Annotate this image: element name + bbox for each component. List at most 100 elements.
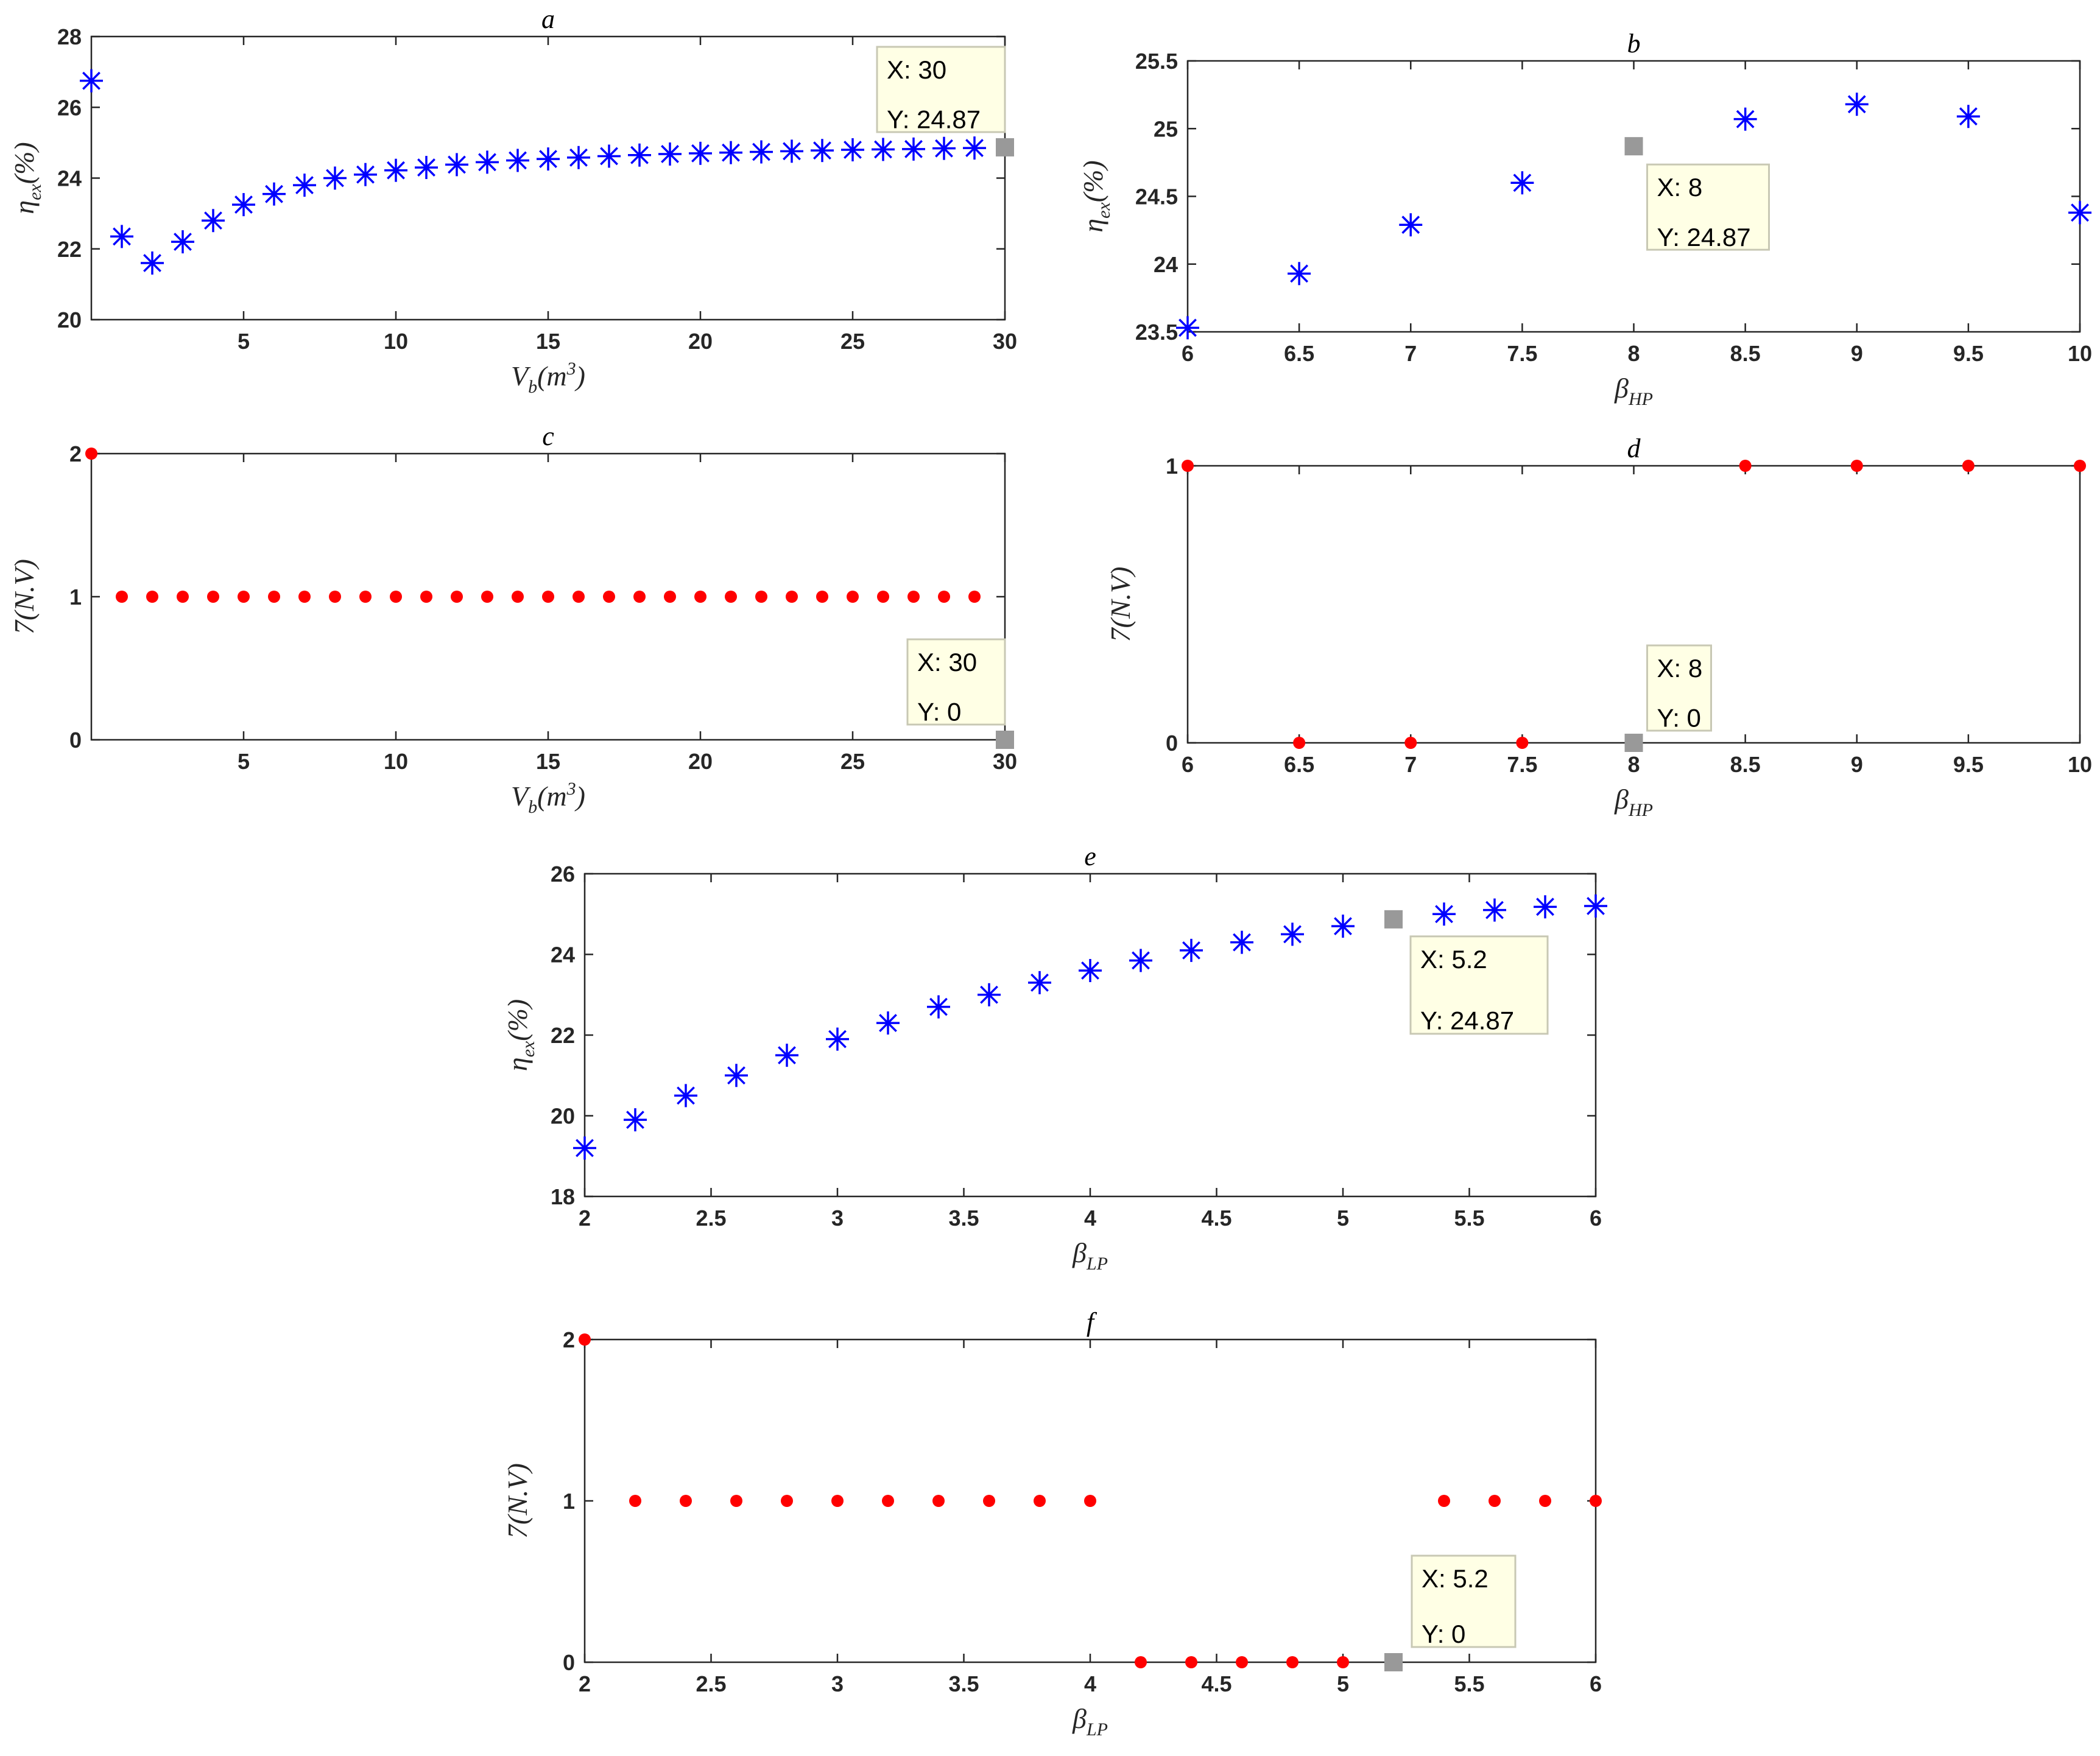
y-tick-label-a: 20	[57, 307, 82, 332]
data-point-f	[983, 1495, 995, 1507]
data-point-e	[1483, 898, 1506, 922]
datatip-marker-e	[1384, 910, 1403, 929]
data-point-a	[293, 174, 316, 197]
y-tick-label-c: 1	[69, 585, 82, 609]
datatip-box-f	[1411, 1554, 1517, 1648]
x-tick-label-d: 7.5	[1507, 752, 1537, 777]
data-point-a	[232, 193, 255, 217]
data-point-a	[445, 153, 468, 177]
datatip-text-c: Y: 0	[917, 698, 961, 726]
data-point-f	[629, 1495, 641, 1507]
data-point-e	[978, 983, 1001, 1006]
x-tick-label-d: 8.5	[1730, 752, 1761, 777]
data-point-d	[1404, 737, 1417, 749]
data-point-a	[597, 144, 621, 168]
data-point-a	[202, 209, 225, 233]
x-tick-label-c: 5	[238, 749, 250, 774]
panel-title-c: c	[542, 421, 554, 451]
data-point-c	[85, 448, 97, 460]
x-tick-label-f: 5.5	[1454, 1671, 1484, 1696]
y-tick-label-e: 26	[551, 862, 575, 887]
data-point-c	[725, 591, 737, 603]
y-tick-label-b: 25	[1154, 116, 1178, 141]
panel-d: d 6 6.5 7 7.5 8 8.5 9 9.5 10 0 1 βHP 7(N.V) X: 8 Y: 0	[1105, 434, 2092, 820]
data-point-c	[786, 591, 798, 603]
panel-a: a 5 10 15 20 25 30 20 22 24 26 28 Vb(m3) ηex(%) X: 30 Y…	[9, 4, 1017, 397]
data-point-f	[1539, 1495, 1551, 1507]
y-tick-label-b: 25.5	[1135, 49, 1178, 74]
x-tick-label-e: 5.5	[1454, 1206, 1484, 1231]
panel-title-b: b	[1627, 29, 1641, 58]
data-point-a	[963, 136, 986, 160]
data-point-f	[882, 1495, 894, 1507]
x-tick-label-a: 15	[536, 329, 560, 354]
y-tick-label-e: 18	[551, 1184, 575, 1209]
x-tick-label-b: 10	[2068, 341, 2092, 366]
data-point-f	[1337, 1656, 1349, 1668]
data-point-c	[573, 591, 585, 603]
data-point-a	[506, 149, 529, 172]
panel-title-e: e	[1084, 841, 1096, 871]
data-point-d	[1293, 737, 1306, 749]
x-tick-label-a: 5	[238, 329, 250, 354]
data-point-c	[146, 591, 158, 603]
data-point-e	[1534, 895, 1557, 919]
data-point-a	[719, 141, 742, 164]
x-tick-label-e: 3.5	[948, 1206, 979, 1231]
y-tick-label-d: 1	[1166, 454, 1178, 479]
data-point-f	[1286, 1656, 1298, 1668]
data-point-c	[938, 591, 950, 603]
data-point-a	[476, 150, 499, 174]
panel-title-d: d	[1627, 434, 1641, 463]
data-point-a	[141, 251, 164, 275]
data-point-f	[1034, 1495, 1046, 1507]
data-point-a	[171, 230, 194, 254]
datatip-marker-d	[1624, 734, 1643, 752]
data-point-f	[1084, 1495, 1096, 1507]
data-point-c	[329, 591, 341, 603]
data-point-b	[1288, 262, 1311, 286]
y-tick-label-e: 24	[551, 943, 575, 968]
data-point-c	[907, 591, 920, 603]
panel-title-f: f	[1087, 1307, 1098, 1337]
data-point-a	[689, 141, 712, 165]
data-point-c	[755, 591, 767, 603]
data-point-a	[902, 137, 925, 161]
y-tick-label-c: 0	[69, 728, 82, 753]
data-point-d	[1739, 460, 1752, 472]
datatip-box-c	[906, 638, 1006, 726]
y-tick-label-a: 28	[57, 24, 82, 49]
data-point-c	[207, 591, 219, 603]
x-axis-label-d: βHP	[1614, 784, 1653, 820]
y-tick-label-d: 0	[1166, 731, 1178, 756]
data-point-a	[658, 142, 682, 166]
data-point-a	[384, 158, 407, 182]
panel-c: c 5 10 15 20 25 30 0 1 2 Vb(m3) 7(N.V) X: 30 Y: 0	[9, 421, 1017, 817]
data-point-f	[1135, 1656, 1147, 1668]
data-point-e	[1129, 949, 1152, 972]
data-point-e	[1079, 959, 1102, 982]
data-point-c	[451, 591, 463, 603]
data-point-a	[323, 166, 347, 190]
data-point-a	[932, 136, 956, 160]
data-point-d	[1962, 460, 1975, 472]
data-point-a	[110, 225, 133, 248]
x-tick-label-c: 10	[384, 749, 408, 774]
data-point-a	[872, 138, 895, 161]
axes-box-a	[90, 35, 1006, 321]
x-tick-label-a: 25	[840, 329, 865, 354]
data-point-a	[811, 139, 834, 163]
x-tick-label-f: 4.5	[1201, 1671, 1231, 1696]
data-point-e	[674, 1084, 697, 1108]
x-tick-label-a: 10	[384, 329, 408, 354]
data-point-e	[1331, 915, 1355, 938]
x-tick-label-d: 8	[1627, 752, 1640, 777]
y-tick-label-a: 24	[57, 166, 82, 191]
datatip-marker-f	[1384, 1653, 1403, 1671]
data-point-c	[238, 591, 250, 603]
data-point-e	[1028, 971, 1051, 994]
data-point-a	[262, 182, 286, 206]
y-axis-label-a: ηex(%)	[9, 142, 45, 214]
data-point-c	[359, 591, 372, 603]
